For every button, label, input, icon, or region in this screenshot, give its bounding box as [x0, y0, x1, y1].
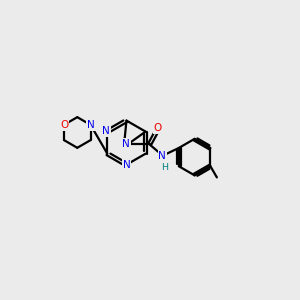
Text: N: N	[102, 126, 110, 136]
Text: N: N	[123, 160, 130, 170]
Text: O: O	[60, 120, 68, 130]
Text: N: N	[122, 139, 130, 149]
Text: H: H	[161, 164, 168, 172]
Text: O: O	[154, 123, 162, 133]
Text: N: N	[158, 151, 166, 161]
Text: N: N	[87, 120, 95, 130]
